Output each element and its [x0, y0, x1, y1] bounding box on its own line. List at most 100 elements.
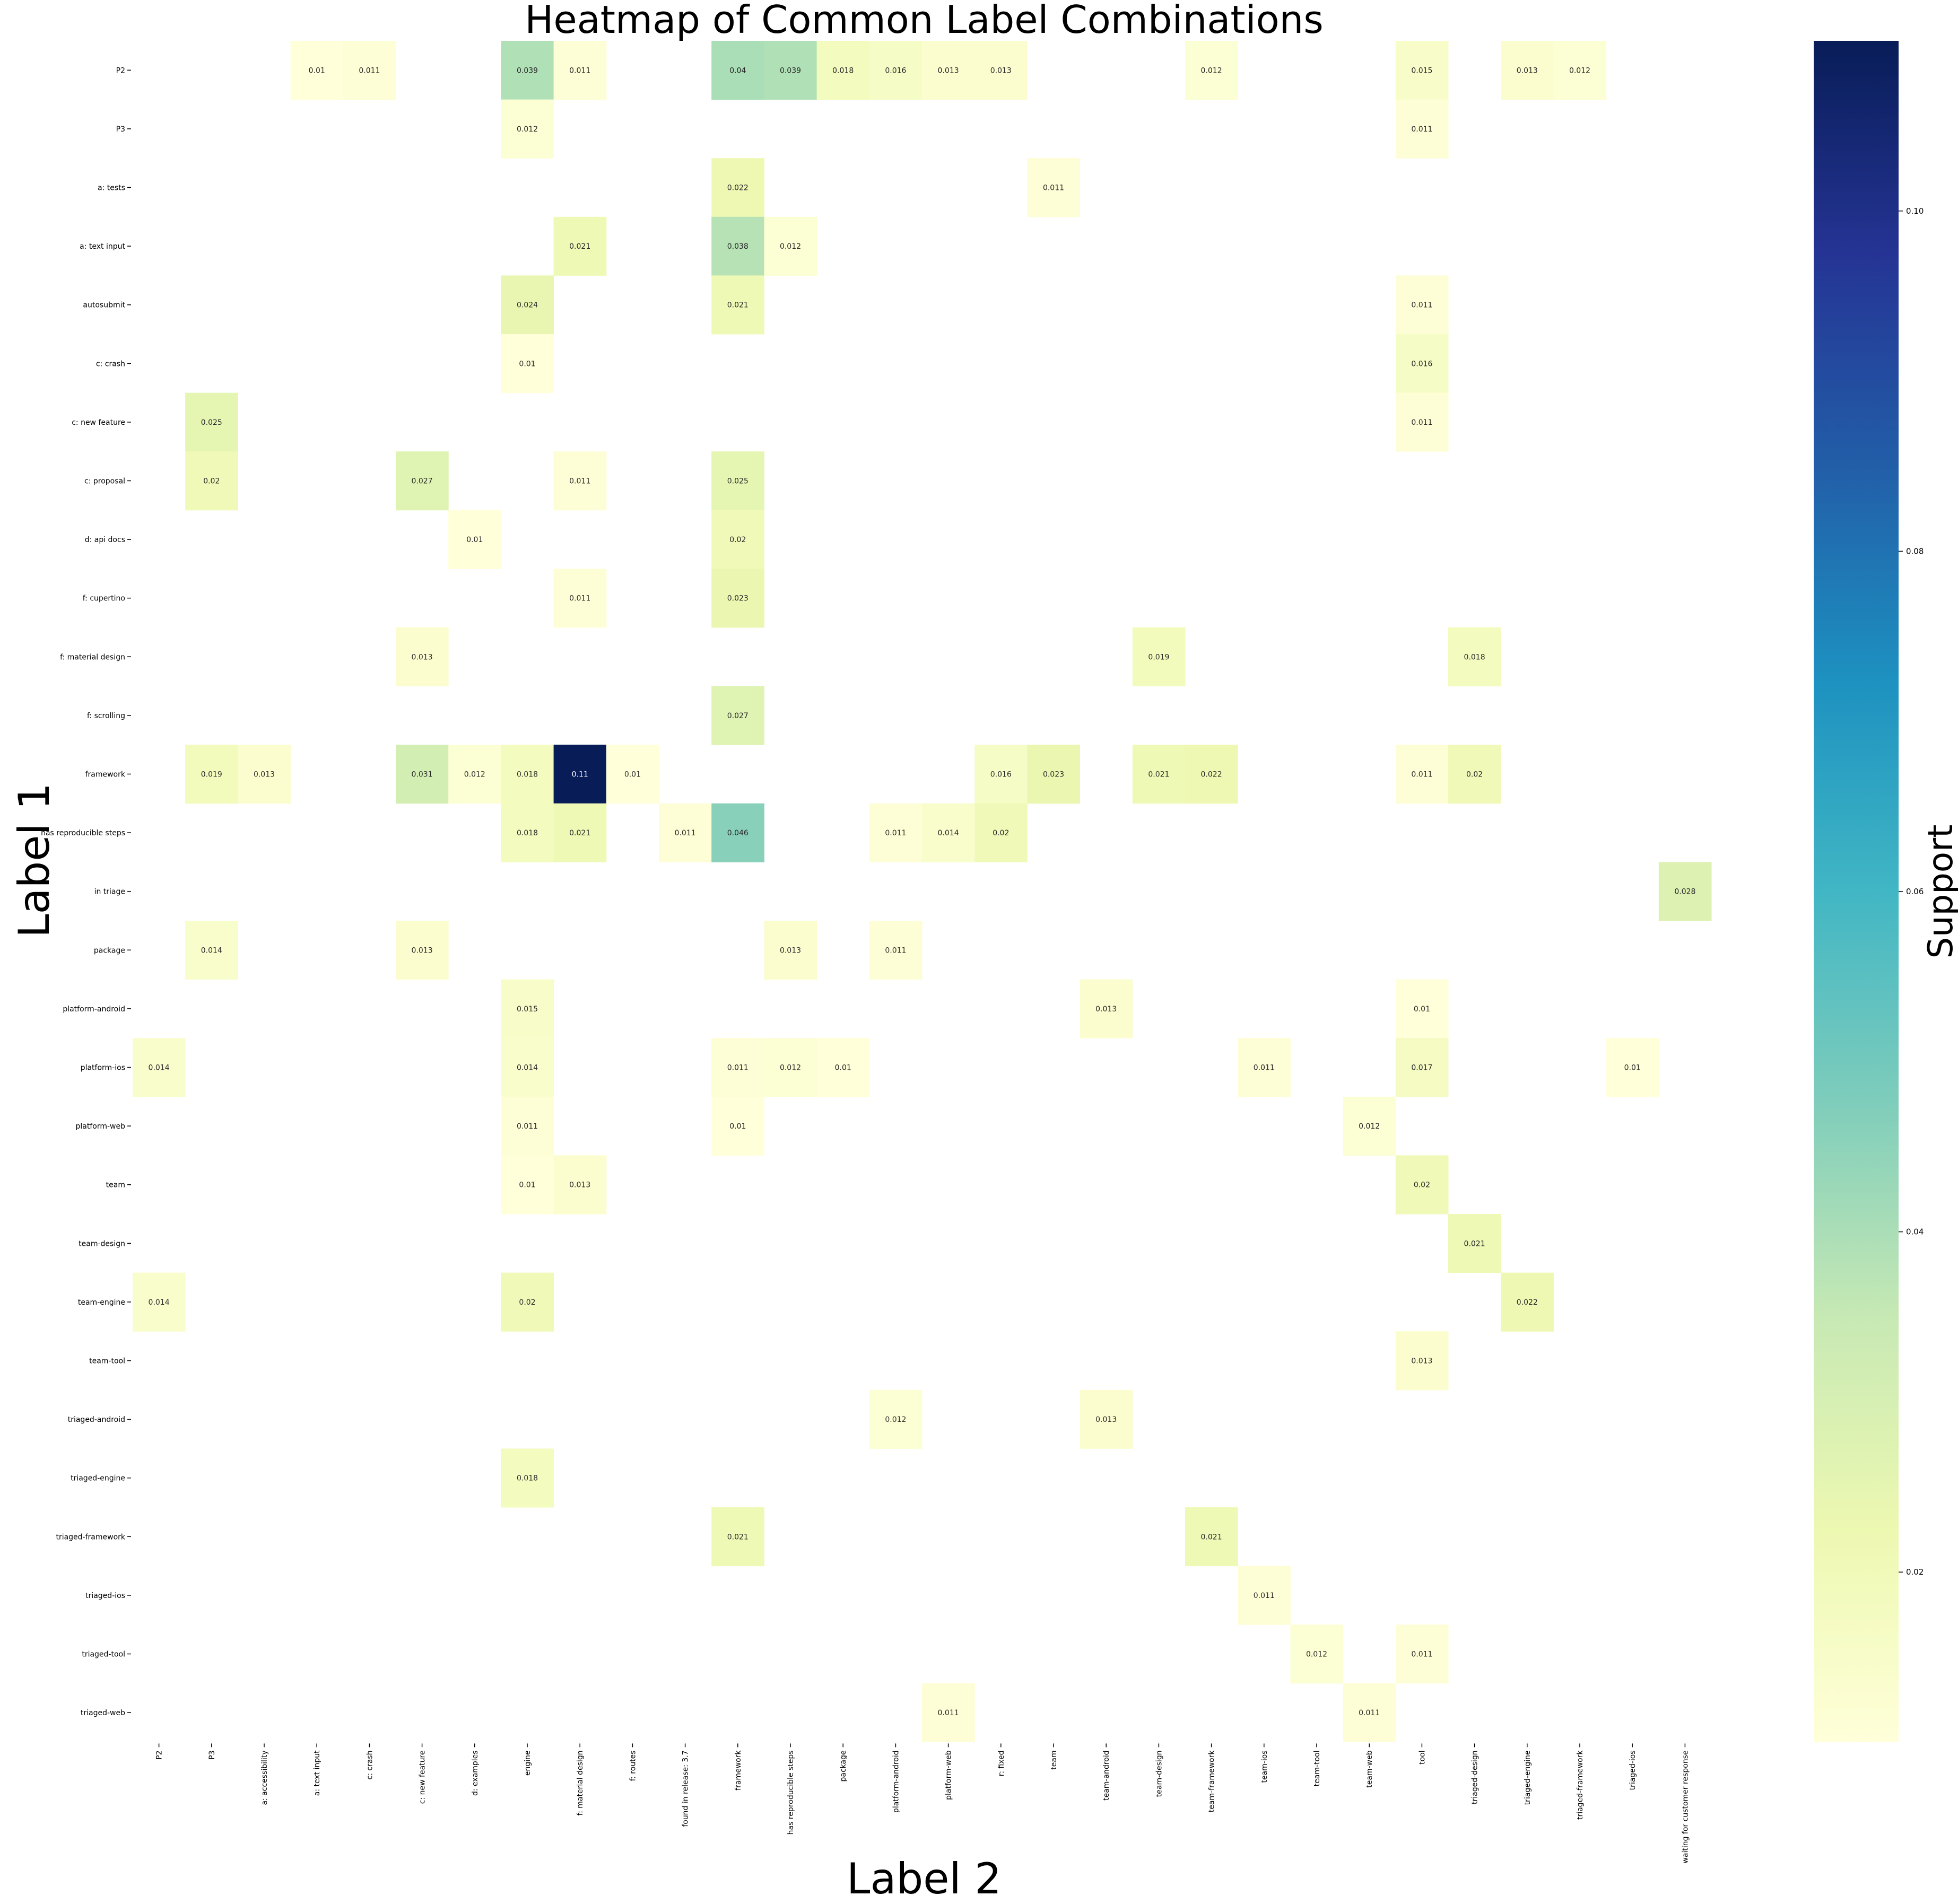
heatmap-cell — [1132, 627, 1186, 687]
heatmap-cell — [764, 1038, 817, 1097]
chart-title: Heatmap of Common Label Combinations — [525, 0, 1324, 42]
cell-value-label: 0.013 — [1095, 1416, 1117, 1424]
cell-value-label: 0.025 — [201, 418, 222, 427]
x-tick-label: f: material design — [576, 1750, 585, 1815]
cell-value-label: 0.027 — [412, 477, 433, 486]
cell-value-label: 0.039 — [517, 66, 538, 75]
cell-value-label: 0.023 — [727, 595, 749, 603]
heatmap-cell — [1185, 745, 1238, 804]
cell-value-label: 0.011 — [569, 595, 590, 603]
cell-value-label: 0.025 — [727, 477, 749, 486]
cell-value-label: 0.01 — [729, 1122, 746, 1131]
heatmap-cell — [606, 745, 659, 804]
x-tick-label: team-web — [1365, 1750, 1374, 1787]
heatmap-cell — [764, 921, 817, 980]
x-tick-label: P3 — [208, 1750, 216, 1759]
cell-value-label: 0.012 — [780, 1064, 801, 1072]
y-tick-label: a: tests — [98, 184, 125, 193]
heatmap-cell — [1185, 41, 1238, 100]
heatmap-cell — [659, 803, 712, 862]
heatmap-cell — [974, 803, 1028, 862]
heatmap-cell — [1027, 745, 1081, 804]
y-axis-title: Label 1 — [10, 783, 59, 938]
heatmap-cell — [501, 1155, 554, 1215]
colorbar — [1814, 41, 1899, 1742]
cell-value-label: 0.012 — [885, 1416, 906, 1424]
x-tick-label: team-ios — [1260, 1750, 1269, 1783]
cell-value-label: 0.01 — [519, 360, 535, 368]
heatmap-cell — [1395, 1038, 1449, 1097]
cell-value-label: 0.031 — [412, 771, 433, 779]
cell-value-label: 0.019 — [1148, 653, 1169, 661]
cell-value-label: 0.021 — [727, 301, 749, 310]
heatmap-cell — [448, 510, 501, 569]
x-tick-label: tool — [1418, 1750, 1426, 1765]
cell-value-label: 0.011 — [1411, 771, 1432, 779]
heatmap-cell — [1553, 41, 1607, 100]
cell-value-label: 0.013 — [254, 771, 275, 779]
cell-value-label: 0.011 — [1254, 1592, 1275, 1600]
heatmap-cell — [711, 1038, 764, 1097]
y-tick-label: a: text input — [80, 242, 125, 251]
heatmap-cell — [238, 745, 291, 804]
heatmap-cell — [922, 803, 975, 862]
y-tick-label: c: proposal — [84, 477, 125, 486]
cell-value-label: 0.04 — [729, 66, 746, 75]
x-tick-label: c: crash — [366, 1750, 374, 1779]
cell-value-label: 0.015 — [1411, 66, 1432, 75]
heatmap-cell — [922, 41, 975, 100]
cell-value-label: 0.02 — [1466, 771, 1483, 779]
y-tick-label: package — [94, 946, 125, 955]
heatmap-cell — [501, 275, 554, 335]
heatmap-cell — [185, 745, 238, 804]
heatmap-cell — [711, 1096, 764, 1156]
cell-value-label: 0.039 — [780, 66, 801, 75]
heatmap-cell — [133, 1272, 186, 1332]
y-tick-label: team-design — [79, 1239, 125, 1248]
cell-value-label: 0.01 — [1624, 1064, 1641, 1072]
cell-value-label: 0.021 — [569, 829, 590, 837]
x-tick-label: found in release: 3.7 — [682, 1750, 690, 1827]
cell-value-label: 0.013 — [569, 1181, 590, 1190]
heatmap-cell — [764, 41, 817, 100]
heatmap-cell — [553, 803, 607, 862]
x-tick-label: f: routes — [629, 1750, 637, 1781]
heatmap-cell — [553, 1155, 607, 1215]
colorbar-ticks: 0.02 0.04 0.06 0.08 0.10 — [1899, 206, 1924, 1577]
heatmap-cell — [553, 569, 607, 628]
y-tick-label: triaged-tool — [82, 1650, 125, 1659]
heatmap-cell — [764, 216, 817, 276]
heatmap-cell — [711, 510, 764, 569]
heatmap-cell — [1395, 392, 1449, 452]
cell-value-label: 0.012 — [1201, 66, 1222, 75]
cell-value-label: 0.012 — [1359, 1122, 1380, 1131]
cell-value-label: 0.01 — [624, 771, 641, 779]
cell-value-label: 0.021 — [1464, 1239, 1485, 1248]
y-tick-label: c: new feature — [72, 418, 125, 427]
cell-value-label: 0.018 — [517, 829, 538, 837]
cell-value-label: 0.011 — [1411, 418, 1432, 427]
cell-value-label: 0.011 — [885, 829, 906, 837]
y-axis-ticks: P2 P3 a: tests a: text input autosubmit c: cr… — [41, 66, 131, 1717]
heatmap-cell — [501, 745, 554, 804]
cell-value-label: 0.01 — [835, 1064, 851, 1072]
heatmap-cell — [711, 803, 764, 862]
cell-value-label: 0.02 — [203, 477, 220, 486]
cell-value-label: 0.016 — [990, 771, 1012, 779]
heatmap-cell — [869, 803, 923, 862]
cell-value-label: 0.011 — [359, 66, 380, 75]
cell-value-label: 0.028 — [1674, 888, 1695, 896]
heatmap-cell — [1395, 1155, 1449, 1215]
heatmap-cell — [869, 41, 923, 100]
cell-value-label: 0.014 — [149, 1064, 170, 1072]
x-tick-label: team-framework — [1208, 1750, 1216, 1813]
cell-value-label: 0.017 — [1411, 1064, 1432, 1072]
x-tick-label: team-android — [1102, 1750, 1111, 1801]
heatmap-cell — [448, 745, 501, 804]
cell-value-label: 0.011 — [675, 829, 696, 837]
heatmap-cell — [1395, 275, 1449, 335]
cell-value-label: 0.018 — [832, 66, 854, 75]
x-tick-label: triaged-design — [1471, 1750, 1480, 1804]
heatmap-cell — [501, 1448, 554, 1508]
heatmap-cell — [1395, 745, 1449, 804]
